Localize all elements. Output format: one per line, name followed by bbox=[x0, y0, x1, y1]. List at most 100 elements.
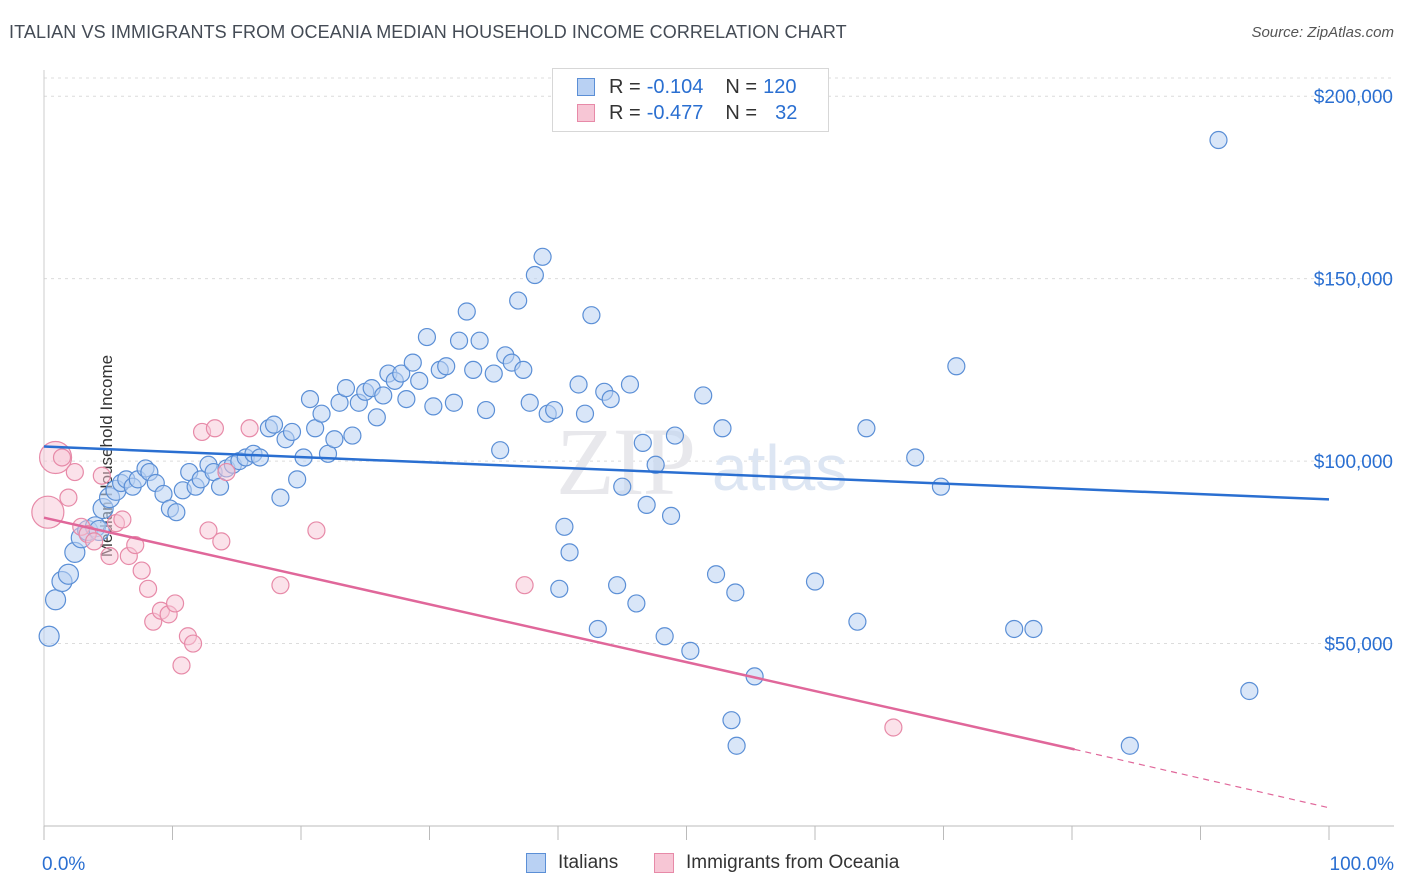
point-italians bbox=[367, 408, 386, 427]
point-italians bbox=[449, 331, 469, 350]
point-italians bbox=[706, 565, 726, 584]
point-italians bbox=[633, 433, 652, 452]
point-italians bbox=[325, 430, 344, 449]
point-italians bbox=[343, 426, 362, 445]
point-italians bbox=[520, 393, 539, 412]
point-italians bbox=[403, 353, 422, 372]
point-italians bbox=[1024, 619, 1043, 639]
point-oceania bbox=[205, 419, 225, 438]
trend-lines bbox=[43, 445, 1330, 809]
legend-swatch-oceania bbox=[577, 104, 595, 122]
point-oceania bbox=[199, 521, 218, 540]
point-oceania bbox=[884, 718, 903, 737]
point-italians bbox=[525, 265, 544, 285]
point-italians bbox=[857, 419, 876, 438]
legend-item-italians: Italians bbox=[526, 852, 618, 874]
watermark-zip: ZIP bbox=[556, 408, 694, 515]
point-italians bbox=[931, 477, 951, 496]
trend-line-italians bbox=[43, 445, 1330, 501]
point-italians bbox=[582, 306, 601, 325]
point-italians bbox=[288, 470, 307, 489]
point-italians bbox=[575, 404, 595, 423]
point-italians bbox=[637, 495, 656, 515]
point-italians bbox=[726, 583, 745, 602]
point-italians bbox=[410, 371, 429, 390]
point-italians bbox=[608, 576, 627, 595]
legend-row-oceania: R = -0.477 N = 32 bbox=[577, 101, 797, 125]
point-italians bbox=[444, 393, 464, 412]
point-italians bbox=[57, 563, 80, 585]
point-italians bbox=[1005, 619, 1024, 639]
point-italians bbox=[282, 422, 302, 442]
point-italians bbox=[533, 247, 552, 266]
point-oceania bbox=[132, 561, 151, 580]
point-italians bbox=[509, 291, 528, 310]
legend-label-oceania: Immigrants from Oceania bbox=[686, 852, 900, 873]
point-oceania bbox=[52, 448, 72, 467]
point-italians bbox=[38, 625, 60, 647]
grid-lines bbox=[44, 77, 1394, 645]
legend-item-oceania: Immigrants from Oceania bbox=[654, 852, 899, 874]
point-italians bbox=[560, 543, 579, 562]
point-italians bbox=[613, 477, 632, 496]
point-italians bbox=[470, 331, 489, 350]
point-italians bbox=[476, 400, 496, 420]
point-italians bbox=[491, 441, 510, 460]
point-oceania bbox=[31, 495, 65, 529]
point-oceania bbox=[126, 535, 145, 555]
point-italians bbox=[947, 357, 966, 376]
point-oceania bbox=[271, 576, 290, 595]
point-oceania bbox=[59, 488, 78, 507]
point-italians bbox=[681, 641, 700, 660]
point-italians bbox=[271, 488, 290, 507]
point-oceania bbox=[515, 576, 534, 595]
x-tick-label-start: 0.0% bbox=[42, 854, 85, 875]
series-legend: Italians Immigrants from Oceania bbox=[0, 852, 1406, 876]
point-oceania bbox=[100, 546, 119, 566]
legend-n-label: N = bbox=[725, 101, 758, 124]
point-italians bbox=[264, 415, 284, 434]
point-italians bbox=[569, 375, 588, 394]
trend-line-oceania bbox=[43, 516, 1075, 751]
point-oceania bbox=[138, 579, 158, 598]
point-oceania bbox=[183, 634, 203, 653]
point-italians bbox=[722, 711, 741, 730]
point-italians bbox=[906, 448, 925, 467]
series-oceania bbox=[31, 419, 903, 737]
point-italians bbox=[392, 364, 411, 383]
point-italians bbox=[300, 389, 320, 409]
point-oceania bbox=[113, 510, 132, 529]
point-italians bbox=[1120, 736, 1139, 755]
point-italians bbox=[514, 360, 533, 380]
point-italians bbox=[661, 506, 681, 525]
legend-n-label: N = bbox=[725, 75, 758, 98]
legend-r-value-italians: -0.104 bbox=[646, 75, 704, 98]
point-italians bbox=[424, 397, 443, 416]
point-italians bbox=[848, 612, 867, 631]
tick-labels: $50,000 $100,000 $150,000 $200,000 0.0% 100.0… bbox=[42, 87, 1394, 875]
legend-swatch-italians bbox=[526, 853, 546, 873]
correlation-legend: R = -0.104 N = 120 R = -0.477 N = 32 bbox=[552, 68, 829, 132]
source-credit: Source: ZipAtlas.com bbox=[1251, 24, 1394, 41]
legend-r-label: R = bbox=[609, 75, 641, 98]
point-italians bbox=[627, 594, 646, 613]
point-italians bbox=[727, 736, 746, 755]
legend-r-label: R = bbox=[609, 101, 641, 124]
point-italians bbox=[805, 572, 825, 591]
point-italians bbox=[620, 375, 640, 394]
legend-n-value-oceania: 32 bbox=[775, 101, 798, 124]
point-oceania bbox=[217, 462, 236, 482]
point-oceania bbox=[172, 656, 191, 675]
y-tick-label: $150,000 bbox=[1314, 270, 1393, 291]
point-italians bbox=[312, 404, 331, 423]
point-italians bbox=[1209, 130, 1228, 150]
point-italians bbox=[555, 517, 574, 536]
point-italians bbox=[646, 455, 665, 474]
y-tick-label: $100,000 bbox=[1314, 452, 1393, 473]
point-italians bbox=[167, 503, 186, 522]
watermark-atlas: atlas bbox=[712, 432, 847, 504]
x-tick-label-end: 100.0% bbox=[1330, 854, 1395, 875]
point-italians bbox=[397, 389, 416, 409]
point-italians bbox=[44, 589, 67, 611]
